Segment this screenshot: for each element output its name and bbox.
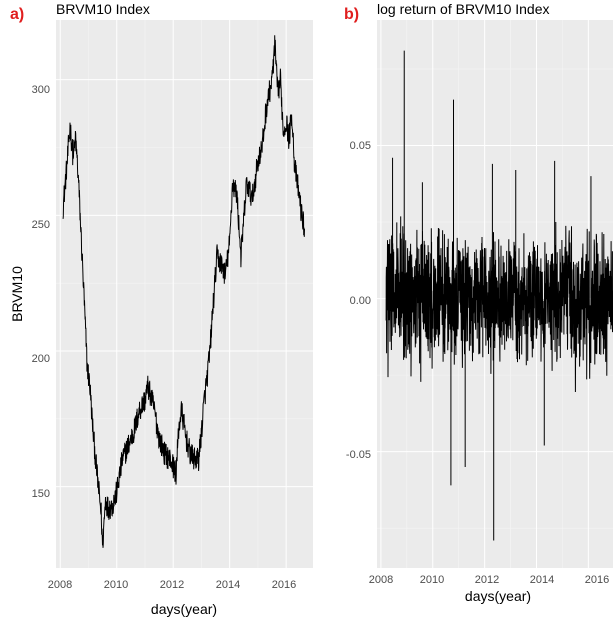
panel-a-ytick-150: 150 [32,488,50,500]
panel-b-xtick-2016: 2016 [585,574,609,586]
panel-a-title: BRVM10 Index [56,1,150,17]
panel-a-xtick-2014: 2014 [216,579,240,591]
panel-b-series-line [385,216,613,393]
panel-b-ytick--0.05: -0.05 [346,449,371,461]
panel-a-series-line [62,35,305,548]
panel-b-xlabel: days(year) [465,588,531,604]
panel-b: b) log return of BRVM10 Index 0.05 0.00 … [344,1,613,604]
panel-a-xtick-2012: 2012 [160,579,184,591]
panel-b-xtick-2014: 2014 [530,574,554,586]
panel-b-letter: b) [344,6,359,23]
panel-b-xtick-2008: 2008 [369,574,393,586]
panel-b-xtick-2012: 2012 [475,574,499,586]
panel-a-xtick-2016: 2016 [272,579,296,591]
panel-a-xlabel: days(year) [151,601,217,617]
panel-b-title: log return of BRVM10 Index [377,1,550,17]
panel-a-plot-area [56,20,313,568]
panel-b-xtick-2010: 2010 [420,574,444,586]
panel-a-ytick-250: 250 [32,219,50,231]
panel-a-xtick-2010: 2010 [104,579,128,591]
panel-a-letter: a) [10,6,24,23]
panel-b-ytick-0.00: 0.00 [350,295,371,307]
panel-a-ylabel: BRVM10 [9,266,25,322]
panel-a-ytick-300: 300 [32,84,50,96]
panel-a-ytick-200: 200 [32,353,50,365]
panel-a-xtick-2008: 2008 [48,579,72,591]
panel-b-ytick-0.05: 0.05 [350,140,371,152]
panel-a: a) BRVM10 Index 300 250 200 150 2008 201… [9,1,313,617]
panel-b-spikes [392,50,592,541]
